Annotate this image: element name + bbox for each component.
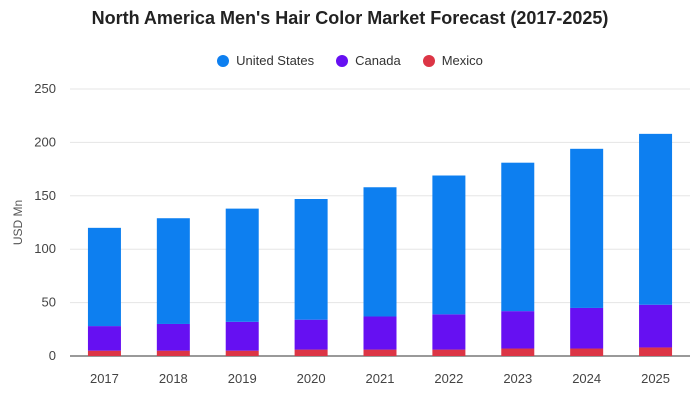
bar-canada-2018[interactable] [156,323,190,351]
x-tick-label-2018: 2018 [159,371,188,386]
x-tick-label-2021: 2021 [366,371,395,386]
x-tick-label-2020: 2020 [297,371,326,386]
bar-canada-2024[interactable] [570,307,604,349]
x-tick-label-2019: 2019 [228,371,257,386]
legend-label-mexico: Mexico [441,53,483,68]
bar-united-states-2025[interactable] [639,133,673,305]
x-tick-label-2025: 2025 [641,371,670,386]
legend: United States Canada Mexico [0,53,700,68]
bar-mexico-2025[interactable] [639,347,673,356]
bar-mexico-2022[interactable] [432,349,466,356]
chart-title: North America Men's Hair Color Market Fo… [91,8,609,28]
bar-canada-2022[interactable] [432,314,466,350]
y-tick-label-100: 100 [34,241,56,256]
bar-mexico-2024[interactable] [570,348,604,356]
bar-mexico-2018[interactable] [156,350,190,356]
bar-united-states-2018[interactable] [156,218,190,324]
bar-canada-2025[interactable] [639,304,673,348]
legend-item-united-states[interactable]: United States [217,53,314,68]
y-tick-label-150: 150 [34,188,56,203]
bar-united-states-2020[interactable] [294,199,328,320]
bar-mexico-2019[interactable] [225,350,259,356]
x-tick-label-2024: 2024 [572,371,601,386]
bar-united-states-2021[interactable] [363,187,397,317]
bar-mexico-2020[interactable] [294,349,328,356]
legend-swatch-united-states [217,54,230,67]
bar-mexico-2021[interactable] [363,349,397,356]
bar-united-states-2019[interactable] [225,208,259,322]
y-tick-label-250: 250 [34,81,56,96]
bar-united-states-2022[interactable] [432,175,466,315]
bar-mexico-2023[interactable] [501,348,535,356]
x-tick-label-2017: 2017 [90,371,119,386]
bar-united-states-2023[interactable] [501,162,535,312]
bar-canada-2017[interactable] [87,326,121,351]
x-tick-label-2022: 2022 [434,371,463,386]
legend-item-mexico[interactable]: Mexico [422,53,483,68]
bar-canada-2020[interactable] [294,319,328,350]
x-tick-label-2023: 2023 [503,371,532,386]
legend-swatch-canada [336,54,349,67]
bar-united-states-2017[interactable] [87,227,121,327]
legend-label-canada: Canada [355,53,401,68]
bar-canada-2019[interactable] [225,321,259,351]
y-tick-label-200: 200 [34,134,56,149]
bar-united-states-2024[interactable] [570,148,604,308]
legend-item-canada[interactable]: Canada [336,53,401,68]
y-tick-label-0: 0 [49,348,56,363]
bar-canada-2023[interactable] [501,311,535,349]
bar-mexico-2017[interactable] [87,350,121,356]
y-axis-label: USD Mn [11,200,25,245]
legend-swatch-mexico [422,54,435,67]
legend-label-united-states: United States [236,53,315,68]
bar-canada-2021[interactable] [363,316,397,350]
y-tick-label-50: 50 [42,295,56,310]
